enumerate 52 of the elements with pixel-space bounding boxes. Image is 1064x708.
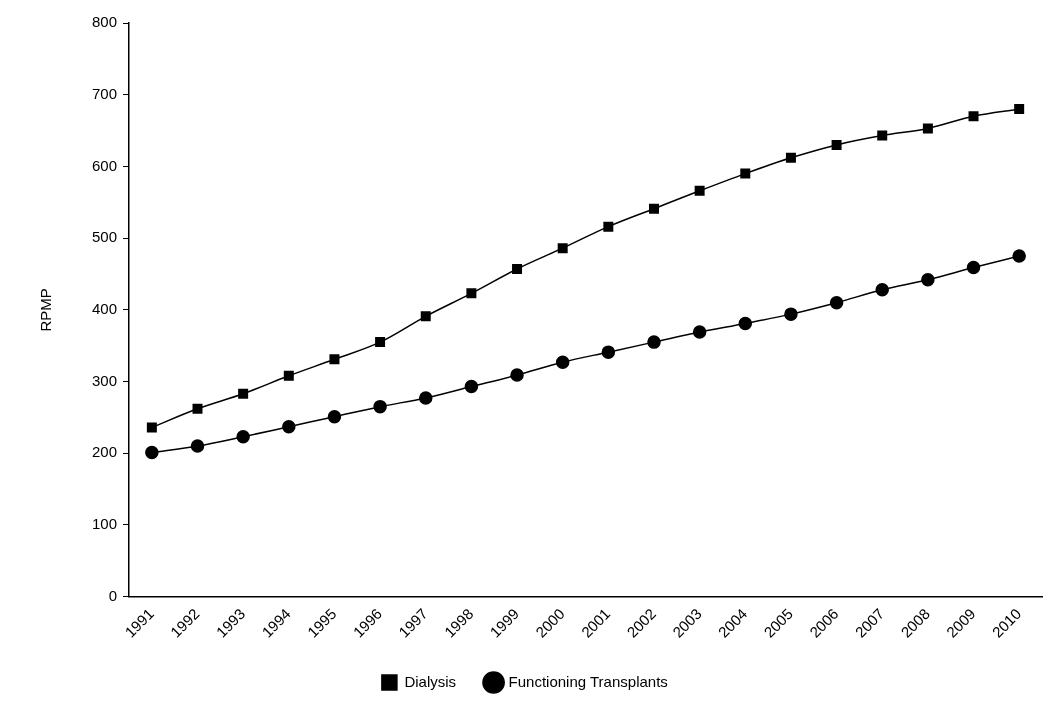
point xyxy=(1014,104,1025,115)
point xyxy=(738,316,753,331)
point xyxy=(692,325,707,339)
y-tick-label: 600 xyxy=(92,156,118,174)
point xyxy=(190,439,205,453)
y-tick-label: 800 xyxy=(92,13,118,31)
point xyxy=(694,185,705,196)
y-tick-label: 400 xyxy=(92,299,118,317)
y-tick-label: 500 xyxy=(92,228,118,246)
point xyxy=(966,260,981,275)
point xyxy=(648,203,659,214)
point xyxy=(238,388,249,399)
point xyxy=(555,355,570,369)
point xyxy=(512,263,523,274)
point xyxy=(466,288,477,299)
point xyxy=(921,272,935,287)
point xyxy=(557,243,568,254)
point xyxy=(875,283,889,297)
point xyxy=(192,403,203,414)
point xyxy=(146,422,157,433)
legend-label: Functioning Transplants xyxy=(508,672,668,690)
y-tick-label: 0 xyxy=(108,586,118,604)
point xyxy=(647,335,661,349)
legend-label: Dialysis xyxy=(404,672,457,690)
point xyxy=(236,430,250,444)
y-tick-label: 700 xyxy=(92,84,118,102)
point xyxy=(829,295,844,310)
point xyxy=(145,445,159,460)
point xyxy=(510,368,524,382)
point xyxy=(785,152,796,163)
point xyxy=(375,337,386,348)
point xyxy=(283,370,294,381)
point xyxy=(601,345,616,359)
point xyxy=(1012,249,1026,263)
point xyxy=(922,123,933,134)
point xyxy=(329,354,340,365)
point xyxy=(420,311,431,322)
y-axis-title: RPMP xyxy=(37,288,55,332)
point xyxy=(740,168,751,179)
point xyxy=(282,419,296,434)
y-tick-label: 200 xyxy=(92,443,118,461)
point xyxy=(373,399,387,414)
point xyxy=(831,139,842,150)
point xyxy=(327,409,342,424)
point xyxy=(464,379,479,394)
point xyxy=(603,221,614,232)
y-tick-label: 300 xyxy=(92,371,118,389)
point xyxy=(418,391,433,405)
point xyxy=(968,111,979,122)
y-tick-label: 100 xyxy=(92,515,118,533)
point xyxy=(877,130,888,141)
point xyxy=(784,307,798,321)
